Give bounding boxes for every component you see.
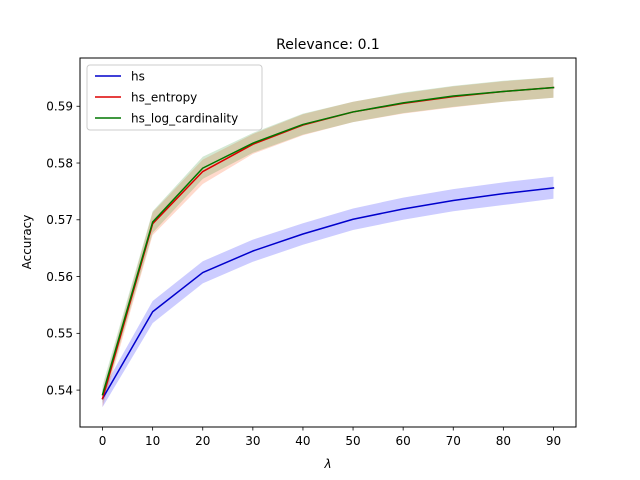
confidence-bands bbox=[102, 77, 554, 408]
y-tick-label: 0.56 bbox=[46, 270, 73, 284]
y-tick-label: 0.58 bbox=[46, 156, 73, 170]
legend-label-1: hs_entropy bbox=[131, 91, 197, 105]
x-tick-label: 20 bbox=[195, 434, 210, 448]
legend-label-0: hs bbox=[131, 70, 145, 84]
y-axis-label: Accuracy bbox=[20, 215, 34, 270]
x-axis-ticks: 0 10 20 30 40 50 60 70 80 90 bbox=[99, 427, 561, 448]
series-line-1 bbox=[101, 86, 555, 400]
x-tick-label: 90 bbox=[546, 434, 561, 448]
series-lines bbox=[101, 86, 555, 400]
x-tick-label: 70 bbox=[446, 434, 461, 448]
series-line-0 bbox=[101, 187, 555, 400]
x-tick-label: 60 bbox=[396, 434, 411, 448]
legend-label-2: hs_log_cardinality bbox=[131, 112, 238, 126]
y-tick-label: 0.55 bbox=[46, 327, 73, 341]
confidence-band-2 bbox=[102, 77, 554, 404]
x-tick-label: 10 bbox=[145, 434, 160, 448]
plot-frame bbox=[79, 57, 577, 428]
x-tick-label: 50 bbox=[345, 434, 360, 448]
x-tick-label: 40 bbox=[295, 434, 310, 448]
y-tick-label: 0.54 bbox=[46, 383, 73, 397]
chart-title: Relevance: 0.1 bbox=[276, 37, 380, 53]
legend: hs hs_entropy hs_log_cardinality bbox=[86, 64, 263, 131]
x-tick-label: 30 bbox=[245, 434, 260, 448]
confidence-band-1 bbox=[102, 77, 554, 408]
legend-box bbox=[86, 64, 263, 131]
y-tick-label: 0.59 bbox=[46, 100, 73, 114]
series-line-2 bbox=[101, 86, 555, 396]
confidence-band-0 bbox=[102, 176, 554, 408]
x-tick-label: 80 bbox=[496, 434, 511, 448]
x-axis-label: λ bbox=[323, 457, 331, 471]
y-axis-ticks: 0.54 0.55 0.56 0.57 0.58 0.59 bbox=[46, 100, 80, 397]
y-tick-label: 0.57 bbox=[46, 213, 73, 227]
x-tick-label: 0 bbox=[99, 434, 107, 448]
